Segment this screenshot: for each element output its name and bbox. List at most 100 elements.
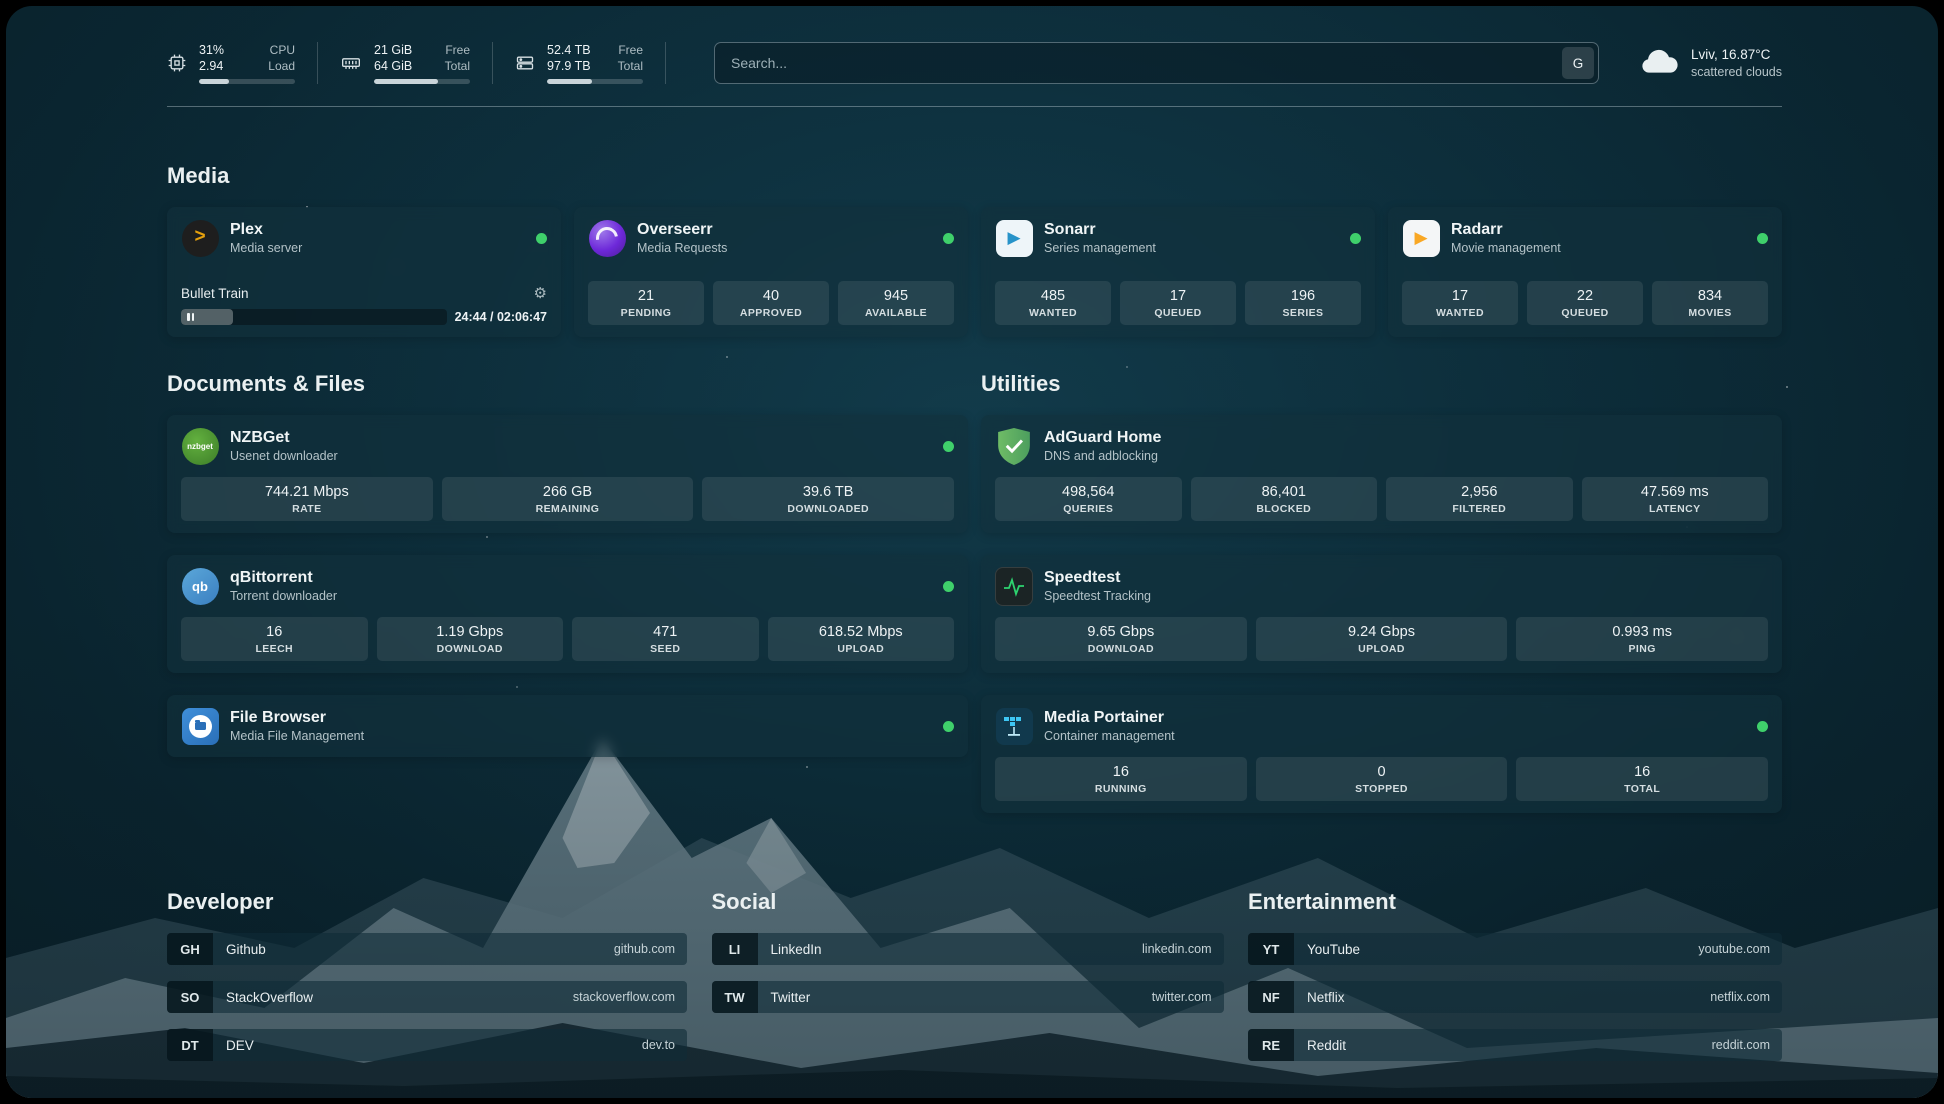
stat-upload: 618.52 Mbps UPLOAD [767,617,954,661]
stat-seed: 471 SEED [572,617,759,661]
playback-progress-bar[interactable] [181,309,447,325]
bookmark-abbr: SO [167,981,213,1013]
bookmark-github[interactable]: GH Github github.com [167,933,687,965]
background-tint [6,6,1938,1098]
bookmark-name: Github [226,941,266,957]
now-playing-title: Bullet Train [181,286,249,301]
section-title-utilities: Utilities [981,371,1061,396]
search-bar: G [714,42,1599,84]
stat-upload: 9.24 Gbps UPLOAD [1255,617,1508,661]
service-name: Sonarr [1044,221,1096,238]
system-monitors: 31% CPU 2.94 Load [167,42,688,84]
weather-location: Lviv, 16.87°C [1690,46,1771,62]
service-name: NZBGet [230,429,290,446]
stat-total: 16 TOTAL [1516,757,1769,801]
cpu-label: CPU [269,43,295,57]
search-engine-button[interactable]: G [1561,47,1594,79]
bookmark-netflix[interactable]: NF Netflix netflix.com [1248,981,1782,1013]
top-bar: 31% CPU 2.94 Load [167,42,1782,84]
service-card-portainer[interactable]: Media Portainer Container management 16 … [981,695,1782,813]
service-card-plex[interactable]: > Plex Media server Bullet Train ⚙ [167,207,561,337]
adguard-icon [995,427,1033,465]
bookmarks-social: Social LI LinkedIn linkedin.com TW Twitt… [711,889,1224,1077]
service-desc: Series management [1044,241,1156,255]
search-input[interactable] [714,42,1599,84]
stat-download: 9.65 Gbps DOWNLOAD [995,617,1247,661]
bookmark-youtube[interactable]: YT YouTube youtube.com [1248,933,1782,965]
service-name: Overseerr [637,221,713,238]
bookmark-dev[interactable]: DT DEV dev.to [167,1029,687,1061]
stat-queries: 498,564 QUERIES [995,477,1182,521]
cpu-load-label: Load [268,59,295,73]
service-card-nzbget[interactable]: nzbget NZBGet Usenet downloader 744.21 M… [167,415,968,533]
service-card-speedtest[interactable]: Speedtest Speedtest Tracking 9.65 Gbps D… [981,555,1782,673]
gear-icon[interactable]: ⚙ [533,284,547,302]
status-dot [943,720,954,732]
dashboard-screen: 31% CPU 2.94 Load [6,6,1938,1098]
service-name: Radarr [1451,221,1503,238]
stat-available: 945 AVAILABLE [838,281,954,325]
service-card-radarr[interactable]: ▶ Radarr Movie management 17 WANTED 22 Q… [1388,207,1782,337]
section-title-entertainment: Entertainment [1248,889,1396,914]
bookmark-abbr: TW [711,981,758,1013]
bookmark-name: StackOverflow [226,989,314,1005]
sonarr-icon: ▶ [995,219,1033,257]
status-dot [943,232,954,244]
cpu-load-value: 2.94 [199,59,224,73]
portainer-icon [995,707,1033,745]
service-desc: Torrent downloader [230,589,338,603]
service-desc: Container management [1044,729,1175,743]
stat-queued: 22 QUEUED [1527,281,1643,325]
cpu-progress-fill [199,79,229,84]
bookmark-abbr: GH [167,933,213,965]
disk-total-value: 97.9 TB [547,59,591,73]
disk-icon [515,53,535,73]
service-card-adguard[interactable]: AdGuard Home DNS and adblocking 498,564 … [981,415,1782,533]
stat-approved: 40 APPROVED [713,281,829,325]
bookmark-abbr: DT [167,1029,213,1061]
bookmark-abbr: RE [1248,1029,1294,1061]
service-desc: Media Requests [637,241,728,255]
bookmark-reddit[interactable]: RE Reddit reddit.com [1248,1029,1782,1061]
cloud-icon [1639,46,1679,81]
stat-latency: 47.569 ms LATENCY [1581,477,1768,521]
service-name: qBittorrent [230,569,313,586]
weather-widget[interactable]: Lviv, 16.87°C scattered clouds [1639,46,1782,81]
memory-total-value: 64 GiB [374,59,413,73]
bookmark-abbr: YT [1248,933,1294,965]
service-name: File Browser [230,709,327,726]
bookmark-url: github.com [613,942,675,956]
status-dot [1757,720,1768,732]
service-card-qbittorrent[interactable]: qb qBittorrent Torrent downloader 16 LEE… [167,555,968,673]
service-desc: Media File Management [230,729,365,743]
speedtest-icon [995,566,1033,606]
bookmark-twitter[interactable]: TW Twitter twitter.com [711,981,1224,1013]
bookmark-url: stackoverflow.com [572,990,675,1004]
status-dot [943,580,954,592]
section-title-social: Social [711,889,777,914]
stat-leech: 16 LEECH [181,617,368,661]
stat-series: 196 SERIES [1245,281,1361,325]
cpu-icon [167,53,187,73]
bookmark-name: DEV [226,1037,254,1053]
service-card-overseerr[interactable]: Overseerr Media Requests 21 PENDING 40 A… [574,207,968,337]
bookmark-linkedin[interactable]: LI LinkedIn linkedin.com [711,933,1224,965]
bookmark-url: dev.to [641,1038,675,1052]
stat-running: 16 RUNNING [995,757,1247,801]
bookmarks-entertainment: Entertainment YT YouTube youtube.com NF … [1248,889,1782,1077]
bookmark-stackoverflow[interactable]: SO StackOverflow stackoverflow.com [167,981,687,1013]
weather-condition: scattered clouds [1690,64,1782,79]
pause-icon[interactable] [187,313,194,321]
status-dot [536,232,547,244]
bookmarks-area: Developer GH Github github.com SO StackO… [167,889,1782,1098]
service-card-filebrowser[interactable]: File Browser Media File Management [167,695,968,757]
utilities-column: AdGuard Home DNS and adblocking 498,564 … [981,415,1782,813]
service-card-sonarr[interactable]: ▶ Sonarr Series management 485 WANTED 17… [981,207,1375,337]
bookmark-url: youtube.com [1698,942,1770,956]
status-dot [1757,232,1768,244]
stat-rate: 744.21 Mbps RATE [181,477,433,521]
service-desc: Usenet downloader [230,449,338,463]
stat-wanted: 17 WANTED [1402,281,1518,325]
service-desc: Speedtest Tracking [1044,589,1152,603]
bookmark-name: YouTube [1307,941,1361,957]
